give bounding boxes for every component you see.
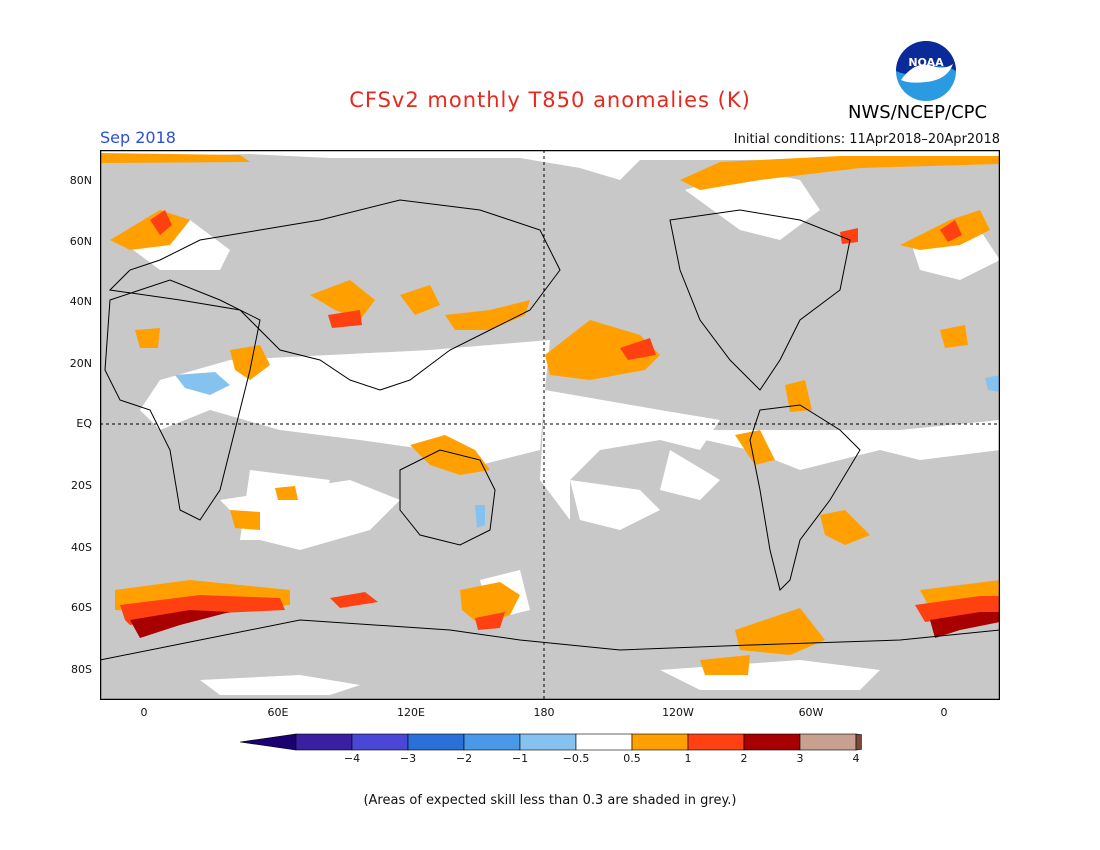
cold-anomaly-areas: [175, 372, 1000, 528]
colorbar-segment: [575, 733, 633, 751]
colorbar-segment: [463, 733, 521, 751]
colorbar-tick-label: −0.5: [562, 752, 590, 765]
anomaly-map: [100, 150, 1000, 700]
coastlines: [100, 199, 1000, 661]
lat-label: 40N: [69, 295, 92, 308]
lon-label: 120W: [662, 706, 694, 719]
colorbar-segment: [631, 733, 689, 751]
colorbar-tick-label: 3: [796, 752, 804, 765]
colorbar-tick-label: −4: [343, 752, 361, 765]
colorbar-tick-label: 4: [852, 752, 860, 765]
lon-label: 120E: [397, 706, 425, 719]
colorbar-segment: [295, 733, 353, 751]
noaa-logo-icon: NOAA: [896, 41, 956, 101]
colorbar-segment: [687, 733, 745, 751]
lat-label: EQ: [76, 417, 92, 430]
map-title: CFSv2 monthly T850 anomalies (K): [349, 88, 751, 112]
lat-label: 20N: [69, 357, 92, 370]
colorbar-tick-label: −1: [511, 752, 529, 765]
lat-label: 20S: [71, 479, 92, 492]
forecast-month: Sep 2018: [100, 128, 176, 147]
lon-label: 0: [940, 706, 948, 719]
colorbar-tick-label: 2: [740, 752, 748, 765]
lon-label: 60W: [798, 706, 824, 719]
colorbar-segment: [407, 733, 465, 751]
colorbar: [240, 733, 862, 751]
footnote: (Areas of expected skill less than 0.3 a…: [363, 793, 737, 808]
reference-lines: [100, 150, 1000, 700]
warm-anomaly-dark-red: [130, 610, 1000, 638]
initial-conditions: Initial conditions: 11Apr2018–20Apr2018: [733, 132, 1000, 147]
colorbar-tick-label: 0.5: [623, 752, 641, 765]
colorbar-segment: [519, 733, 577, 751]
colorbar-end-high: [855, 733, 862, 751]
noaa-logo-text: NOAA: [908, 56, 944, 69]
lat-label: 40S: [71, 541, 92, 554]
lon-label: 60E: [267, 706, 289, 719]
lat-label: 60S: [71, 601, 92, 614]
lon-label: 180: [533, 706, 555, 719]
lat-label: 60N: [69, 235, 92, 248]
colorbar-segment: [743, 733, 801, 751]
colorbar-end-low: [240, 733, 297, 751]
colorbar-tick-label: −3: [399, 752, 417, 765]
colorbar-segment: [799, 733, 857, 751]
colorbar-tick-label: 1: [684, 752, 692, 765]
lat-label: 80S: [71, 663, 92, 676]
organization-label: NWS/NCEP/CPC: [848, 102, 988, 123]
lon-label: 0: [140, 706, 148, 719]
map-frame: [100, 150, 1000, 700]
colorbar-segment: [351, 733, 409, 751]
lat-label: 80N: [69, 174, 92, 187]
colorbar-tick-label: −2: [455, 752, 473, 765]
